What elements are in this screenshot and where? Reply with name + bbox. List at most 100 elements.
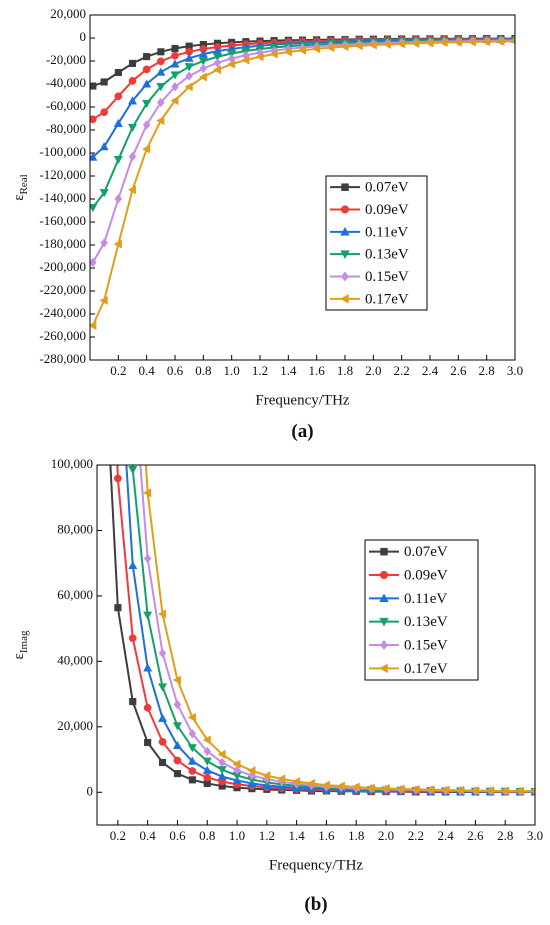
- marker: [128, 466, 138, 475]
- marker: [142, 144, 151, 154]
- marker: [368, 40, 377, 50]
- marker: [198, 57, 208, 66]
- marker: [90, 203, 98, 213]
- marker: [233, 765, 241, 776]
- legend-label: 0.13eV: [404, 614, 448, 630]
- x-tick-label: 0.4: [139, 363, 156, 378]
- marker: [336, 781, 345, 791]
- caption-text: (a): [291, 421, 313, 442]
- marker: [379, 640, 389, 650]
- y-tick-label: -60,000: [46, 98, 86, 113]
- x-tick-label: 2.2: [408, 828, 424, 843]
- y-tick-label: -80,000: [46, 121, 86, 136]
- marker: [425, 38, 434, 48]
- marker: [158, 737, 167, 746]
- marker: [291, 776, 301, 787]
- marker: [114, 604, 122, 612]
- marker: [340, 226, 350, 236]
- marker: [90, 320, 97, 331]
- marker: [306, 778, 316, 788]
- x-tick-label: 1.4: [289, 828, 306, 843]
- marker: [184, 82, 193, 92]
- marker: [173, 699, 182, 710]
- y-axis-label: εImag: [11, 630, 29, 659]
- marker: [143, 553, 152, 564]
- x-tick-label: 2.2: [394, 363, 410, 378]
- marker: [100, 319, 107, 326]
- x-axis-label: Frequency/THz: [269, 857, 363, 873]
- y-tick-label: 40,000: [57, 652, 93, 667]
- x-tick-label: 2.0: [365, 363, 381, 378]
- marker: [129, 242, 136, 250]
- legend-label: 0.13eV: [365, 247, 409, 263]
- x-tick-label: 1.8: [348, 828, 364, 843]
- marker: [143, 488, 152, 498]
- marker: [515, 786, 524, 796]
- caption-text: (b): [304, 894, 327, 915]
- legend-label: 0.09eV: [404, 567, 448, 583]
- marker: [172, 722, 182, 731]
- marker: [202, 735, 211, 745]
- marker: [173, 756, 182, 765]
- marker: [156, 57, 165, 66]
- marker: [198, 72, 207, 82]
- y-axis-subscript: Imag: [18, 630, 30, 653]
- marker: [143, 703, 152, 712]
- marker: [203, 773, 212, 782]
- x-tick-label: 1.6: [318, 828, 335, 843]
- legend-label: 0.15eV: [404, 637, 448, 653]
- marker: [351, 782, 360, 792]
- marker: [340, 250, 350, 260]
- marker: [128, 560, 138, 570]
- x-tick-label: 1.4: [280, 363, 297, 378]
- marker: [340, 294, 349, 304]
- marker: [114, 327, 122, 334]
- series-line: [91, 39, 515, 263]
- marker: [188, 728, 197, 739]
- marker: [114, 194, 123, 204]
- x-tick-label: 0.8: [195, 363, 211, 378]
- marker: [156, 116, 165, 126]
- marker: [187, 744, 197, 753]
- marker: [158, 713, 168, 722]
- y-tick-label: 80,000: [57, 521, 93, 536]
- x-tick-label: 1.2: [252, 363, 268, 378]
- x-tick-label: 1.2: [259, 828, 275, 843]
- x-tick-label: 1.0: [229, 828, 245, 843]
- marker: [157, 97, 165, 108]
- marker: [172, 740, 182, 750]
- x-tick-label: 2.6: [450, 363, 467, 378]
- marker: [227, 59, 236, 69]
- legend-label: 0.15eV: [365, 269, 409, 285]
- legend-label: 0.07eV: [365, 180, 409, 196]
- marker: [312, 44, 321, 54]
- x-tick-label: 0.2: [110, 828, 126, 843]
- marker: [217, 771, 227, 781]
- marker: [379, 617, 389, 627]
- marker: [262, 771, 271, 781]
- marker: [188, 776, 196, 784]
- marker: [128, 77, 137, 85]
- marker: [212, 53, 223, 62]
- marker: [269, 49, 278, 59]
- marker: [90, 82, 97, 90]
- marker: [202, 765, 212, 774]
- x-tick-label: 2.4: [422, 363, 439, 378]
- marker: [90, 152, 98, 161]
- marker: [129, 362, 136, 371]
- y-axis-label: εReal: [11, 174, 29, 200]
- y-tick-label: -280,000: [39, 351, 86, 366]
- y-tick-label: -260,000: [39, 328, 86, 343]
- marker: [113, 239, 122, 249]
- marker: [217, 749, 226, 759]
- x-tick-label: 0.4: [140, 828, 157, 843]
- x-tick-label: 2.6: [467, 828, 484, 843]
- x-tick-label: 2.8: [479, 363, 495, 378]
- plot-area: [90, 34, 515, 331]
- marker: [170, 71, 180, 80]
- marker: [170, 96, 179, 106]
- marker: [159, 758, 167, 767]
- marker: [496, 36, 505, 46]
- y-tick-label: 0: [80, 29, 87, 44]
- x-tick-label: 2.4: [437, 828, 454, 843]
